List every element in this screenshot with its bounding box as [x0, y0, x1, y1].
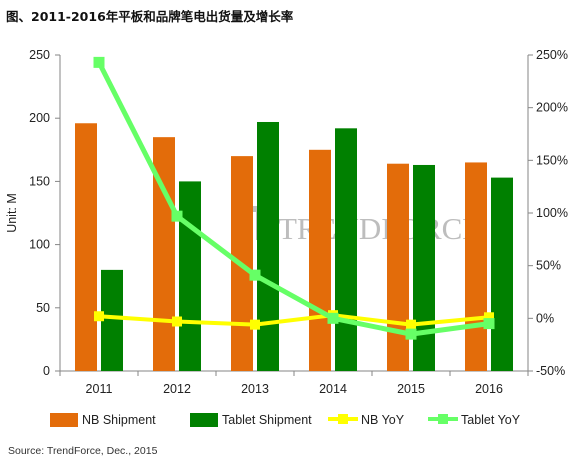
x-tick-label: 2012 [163, 382, 191, 396]
legend-swatch-nb [50, 413, 78, 427]
y-tick-label: 50 [36, 301, 50, 315]
tablet-yoy-point [93, 56, 105, 68]
y-tick-label: 100 [29, 238, 50, 252]
chart-legend: NB Shipment Tablet Shipment NB YoY Tablet Y… [50, 413, 521, 427]
legend-label-nb: NB Shipment [82, 413, 156, 427]
x-tick-label: 2015 [397, 382, 425, 396]
x-tick-label: 2011 [86, 382, 113, 396]
legend-marker-tablet-yoy [438, 414, 448, 424]
x-tick-label: 2016 [475, 382, 503, 396]
y2-tick-label: 150% [536, 153, 568, 167]
tablet-yoy-point [483, 318, 495, 330]
bar-series [75, 121, 513, 371]
tablet-yoy-line [96, 61, 490, 337]
legend-label-nb-yoy: NB YoY [361, 413, 405, 427]
y-tick-label: 200 [29, 111, 50, 125]
watermark-text: TRENDFORCE [278, 211, 481, 246]
nb-bar [153, 137, 175, 371]
tablet-bar [491, 177, 513, 371]
legend-label-tablet: Tablet Shipment [222, 413, 312, 427]
trendforce-watermark: TRENDFORCE [248, 206, 481, 246]
y-tick-label: 250 [29, 48, 50, 62]
tablet-yoy-point [249, 269, 261, 281]
tablet-bar [413, 164, 435, 371]
legend-marker-nb-yoy [338, 414, 348, 424]
nb-yoy-line [98, 313, 490, 327]
y2-tick-label: 100% [536, 206, 568, 220]
nb-bar [387, 163, 409, 371]
y2-tick-label: 200% [536, 101, 568, 115]
tablet-yoy-point [171, 210, 183, 222]
tablet-yoy-point [327, 312, 339, 324]
nb-yoy-point [94, 311, 104, 322]
x-tick-label: 2013 [241, 382, 269, 396]
chart-title: 图、2011-2016年平板和品牌笔电出货量及增长率 [6, 9, 294, 24]
y2-tick-label: -50% [536, 364, 565, 378]
nb-yoy-point [406, 319, 416, 330]
tablet-bar [179, 181, 201, 371]
y-axis-label: Unit: M [5, 193, 19, 233]
legend-label-tablet-yoy: Tablet YoY [461, 413, 521, 427]
nb-bar [465, 162, 487, 371]
nb-yoy-point [250, 319, 260, 330]
y-tick-label: 150 [29, 174, 50, 188]
y-tick-label: 0 [43, 364, 50, 378]
nb-bar [75, 123, 97, 371]
nb-yoy-point [484, 312, 494, 323]
y2-tick-label: 250% [536, 48, 568, 62]
tablet-yoy-point [405, 328, 417, 340]
x-tick-label: 2014 [319, 382, 347, 396]
line-series [93, 56, 495, 340]
nb-yoy-point [172, 316, 182, 327]
chart-axes: 0 50 100 150 200 250 -50% 0% 50% 100% 150% 200% 250%… [5, 48, 568, 396]
source-note: Source: TrendForce, Dec., 2015 [8, 445, 158, 457]
tablet-bar [335, 128, 357, 371]
nb-bar [309, 149, 331, 371]
legend-swatch-tablet [190, 413, 218, 427]
tablet-bar [101, 269, 123, 371]
tablet-bar [257, 121, 279, 371]
y2-tick-label: 50% [536, 259, 561, 273]
y2-tick-label: 0% [536, 311, 554, 325]
